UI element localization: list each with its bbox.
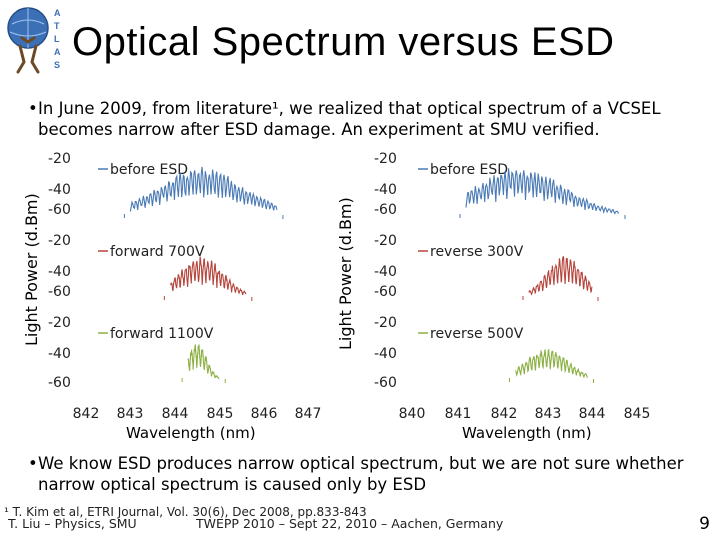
svg-text:S: S (54, 60, 60, 70)
bullet-text: We know ESD produces narrow optical spec… (38, 454, 684, 494)
spectrum-trace (528, 256, 593, 296)
footer-conference: TWEPP 2010 – Sept 22, 2010 – Aachen, Ger… (196, 516, 504, 531)
x-tick-label: 846 (251, 406, 278, 422)
y-tick-label: -40 (48, 346, 71, 362)
bullet-conclusion: • We know ESD produces narrow optical sp… (28, 453, 690, 495)
legend-label: before ESD (110, 162, 188, 178)
y-axis-label-right: Light Power (d.Bm) (336, 197, 355, 350)
page-number: 9 (699, 514, 710, 534)
y-tick-label: -40 (48, 264, 71, 280)
y-tick-label: -20 (374, 315, 397, 331)
y-tick-label: -20 (48, 151, 71, 167)
spectrum-trace (515, 348, 589, 379)
x-tick-label: 844 (579, 406, 606, 422)
x-axis-label-left: Wavelength (nm) (126, 424, 256, 442)
y-tick-label: -20 (48, 233, 71, 249)
y-tick-label: -40 (374, 182, 397, 198)
footer-author: T. Liu – Physics, SMU (8, 516, 137, 531)
x-tick-label: 842 (491, 406, 518, 422)
x-tick-label: 843 (535, 406, 562, 422)
legend-label: reverse 300V (430, 244, 524, 260)
x-tick-label: 843 (117, 406, 144, 422)
bullet-dot-icon: • (28, 454, 38, 473)
y-tick-label: -20 (48, 315, 71, 331)
footnote-reference: ¹ T. Kim et al, ETRI Journal, Vol. 30(6)… (4, 505, 367, 519)
svg-text:L: L (54, 34, 60, 44)
legend-label: before ESD (430, 162, 508, 178)
y-tick-label: -60 (374, 284, 397, 300)
y-tick-label: -40 (374, 264, 397, 280)
x-tick-label: 845 (624, 406, 651, 422)
x-tick-label: 842 (73, 406, 100, 422)
x-tick-label: 840 (399, 406, 426, 422)
y-tick-label: -20 (374, 233, 397, 249)
y-tick-label: -60 (48, 202, 71, 218)
y-axis-label-left: Light Power (d.Bm) (22, 193, 41, 346)
spectrum-trace (169, 256, 247, 296)
y-tick-label: -60 (48, 284, 71, 300)
spectrum-trace (129, 166, 278, 212)
y-tick-label: -40 (374, 346, 397, 362)
y-tick-label: -60 (374, 202, 397, 218)
y-tick-label: -40 (48, 182, 71, 198)
bullet-literature: • In June 2009, from literature¹, we rea… (28, 98, 670, 140)
x-axis-label-right: Wavelength (nm) (462, 424, 592, 442)
spectrum-trace (465, 168, 620, 215)
y-tick-label: -60 (374, 375, 397, 391)
legend-label: reverse 500V (430, 326, 524, 342)
svg-text:T: T (54, 21, 60, 31)
legend-label: forward 700V (110, 244, 205, 260)
x-tick-label: 847 (295, 406, 322, 422)
svg-text:A: A (54, 8, 61, 18)
bullet-text: In June 2009, from literature¹, we reali… (38, 99, 661, 139)
slide-title: Optical Spectrum versus ESD (72, 20, 615, 64)
svg-text:A: A (54, 47, 61, 57)
x-tick-label: 844 (162, 406, 189, 422)
legend-label: forward 1100V (110, 326, 214, 342)
x-tick-label: 845 (207, 406, 234, 422)
x-tick-label: 841 (445, 406, 472, 422)
y-tick-label: -60 (48, 375, 71, 391)
atlas-logo: A T L A S (7, 7, 61, 74)
y-tick-label: -20 (374, 151, 397, 167)
spectrum-trace (187, 344, 220, 380)
bullet-dot-icon: • (28, 99, 38, 118)
